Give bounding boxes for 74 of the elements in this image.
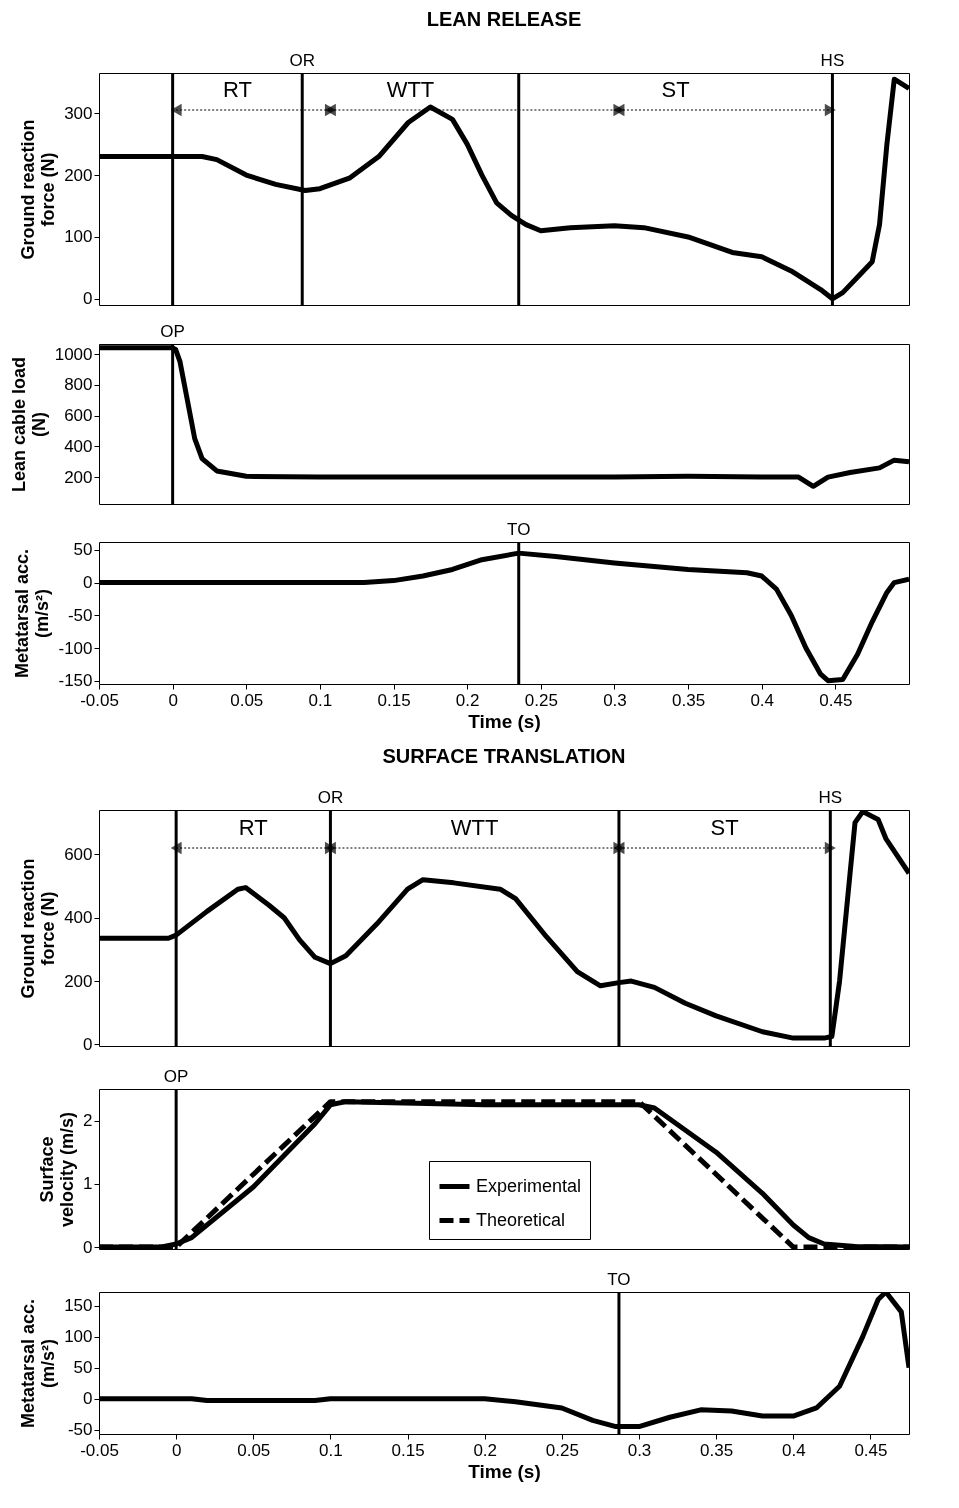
y-tick-label: 0 — [83, 289, 93, 309]
x-tick-label: 0.3 — [627, 1440, 652, 1460]
y-tick-label: 600 — [64, 406, 93, 426]
x-tick-label: 0.1 — [308, 690, 333, 710]
x-tick-label: 0.4 — [750, 690, 775, 710]
y-axis-title: Ground reaction force (N) — [18, 858, 59, 999]
y-tick-label: 50 — [73, 540, 93, 560]
y-axis-title: Metatarsal acc. (m/s²) — [18, 1298, 59, 1429]
legend-label: Experimental — [476, 1175, 582, 1196]
y-axis-title: Surface velocity (m/s) — [37, 1111, 78, 1228]
x-tick-label: 0.35 — [672, 690, 706, 710]
x-tick-label: -0.05 — [80, 1440, 119, 1460]
annotation: ST — [710, 815, 739, 840]
y-tick-label: 800 — [64, 375, 93, 395]
x-tick-label: 0 — [168, 690, 178, 710]
y-axis-title: Metatarsal acc. (m/s²) — [12, 548, 53, 679]
y-axis-title: Ground reaction force (N) — [18, 119, 59, 260]
x-tick-label: 0.2 — [473, 1440, 498, 1460]
y-tick-label: 400 — [64, 436, 93, 456]
x-axis-title: Time (s) — [468, 710, 541, 732]
x-tick-label: 0.4 — [781, 1440, 806, 1460]
legend-label: Theoretical — [476, 1209, 566, 1230]
x-tick-label: 0.05 — [237, 1440, 271, 1460]
y-tick-label: 100 — [64, 227, 93, 247]
y-tick-label: 1000 — [54, 344, 93, 364]
ref-line-label: OR — [289, 51, 315, 70]
x-tick-label: 0.35 — [700, 1440, 734, 1460]
y-tick-label: 1 — [83, 1174, 93, 1194]
chart-title: LEAN RELEASE — [426, 8, 582, 30]
x-tick-label: 0.3 — [603, 690, 627, 710]
x-axis-title: Time (s) — [468, 1460, 541, 1482]
x-tick-label: 0.15 — [377, 690, 411, 710]
y-tick-label: 2 — [83, 1111, 93, 1131]
y-tick-label: -100 — [58, 638, 93, 658]
y-tick-label: -50 — [67, 1420, 93, 1440]
y-tick-label: 0 — [83, 1237, 93, 1257]
x-tick-label: 0.2 — [455, 690, 480, 710]
annotation: WTT — [450, 815, 499, 840]
chart-title: SURFACE TRANSLATION — [382, 745, 626, 767]
ref-line-label: OP — [160, 322, 185, 341]
y-tick-label: 200 — [64, 467, 93, 487]
ref-line-label: OR — [317, 788, 344, 807]
ref-line-label: HS — [818, 788, 843, 807]
ref-line-label: TO — [607, 1270, 631, 1289]
y-tick-label: 400 — [64, 908, 93, 928]
y-tick-label: -150 — [58, 671, 93, 691]
ref-line-label: OP — [163, 1067, 189, 1086]
ref-line-label: HS — [820, 51, 845, 70]
y-tick-label: 150 — [64, 1296, 93, 1316]
x-tick-label: 0.1 — [319, 1440, 343, 1460]
y-tick-label: 50 — [73, 1358, 93, 1378]
y-tick-label: 100 — [64, 1327, 93, 1347]
y-tick-label: 0 — [83, 573, 93, 593]
annotation: WTT — [386, 77, 435, 102]
y-tick-label: 0 — [83, 1389, 93, 1409]
x-tick-label: 0.45 — [819, 690, 853, 710]
y-tick-label: 200 — [64, 971, 93, 991]
y-tick-label: -50 — [67, 605, 93, 625]
ref-line-label: TO — [507, 520, 531, 539]
annotation: RT — [222, 77, 252, 102]
x-tick-label: 0.45 — [854, 1440, 888, 1460]
y-axis-title: Lean cable load (N) — [8, 356, 49, 493]
x-tick-label: 0.05 — [230, 690, 264, 710]
annotation: ST — [661, 77, 690, 102]
annotation: RT — [238, 815, 268, 840]
y-tick-label: 200 — [64, 165, 93, 185]
x-tick-label: 0 — [171, 1440, 182, 1460]
y-tick-label: 0 — [83, 1034, 93, 1054]
x-tick-label: 0.15 — [391, 1440, 425, 1460]
y-tick-label: 300 — [64, 103, 93, 123]
x-tick-label: -0.05 — [80, 690, 119, 710]
x-tick-label: 0.25 — [524, 690, 558, 710]
y-tick-label: 600 — [64, 844, 93, 864]
x-tick-label: 0.25 — [545, 1440, 579, 1460]
